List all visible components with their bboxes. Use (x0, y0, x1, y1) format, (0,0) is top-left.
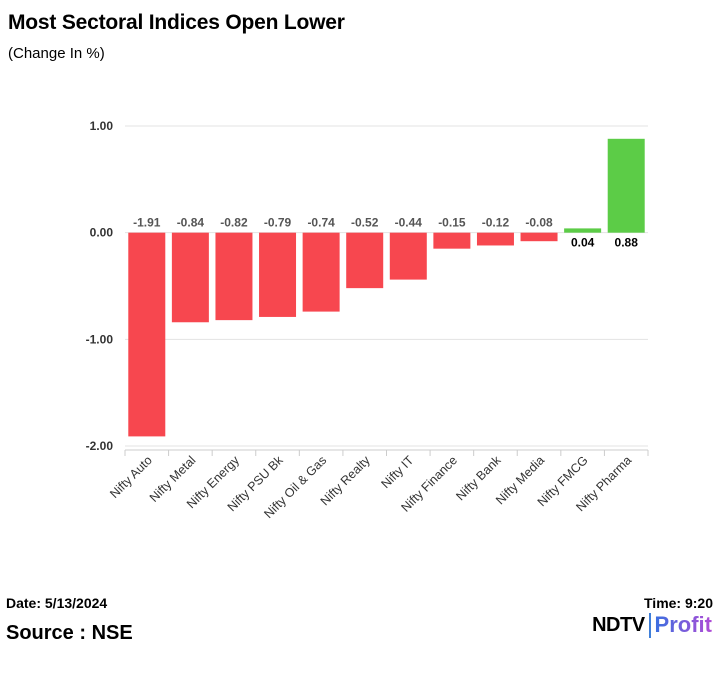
y-tick-label: 1.00 (90, 119, 114, 133)
data-label: 0.88 (615, 236, 639, 250)
time-label: Time: 9:20 (644, 595, 713, 611)
data-label: -0.82 (220, 216, 248, 230)
data-label: -1.91 (133, 216, 161, 230)
data-label: -0.44 (395, 216, 423, 230)
y-tick-label: -2.00 (86, 439, 114, 453)
data-label: 0.04 (571, 236, 595, 250)
source-label: Source : NSE (6, 622, 133, 644)
ndtv-profit-logo: NDTV Profit (592, 612, 712, 638)
bar (433, 232, 471, 249)
chart-title: Most Sectoral Indices Open Lower (8, 11, 345, 34)
bar (564, 228, 602, 233)
data-label: -0.79 (264, 216, 292, 230)
logo-profit-text: Profit (654, 612, 712, 637)
y-tick-label: -1.00 (86, 332, 114, 346)
date-label: Date: 5/13/2024 (6, 595, 108, 611)
bar (171, 232, 209, 323)
bar (215, 232, 253, 321)
bar (259, 232, 297, 317)
logo-ndtv-text: NDTV (592, 613, 645, 636)
data-label: -0.84 (177, 216, 205, 230)
bar (520, 232, 558, 242)
data-label: -0.12 (482, 216, 510, 230)
x-tick-label: Nifty IT (379, 453, 417, 491)
bar (476, 232, 514, 246)
data-label: -0.08 (525, 216, 553, 230)
bar (607, 138, 645, 233)
bar (346, 232, 384, 289)
bar (389, 232, 427, 280)
data-label: -0.15 (438, 216, 466, 230)
y-tick-label: 0.00 (90, 226, 114, 240)
bar (302, 232, 340, 312)
data-label: -0.74 (307, 216, 335, 230)
data-label: -0.52 (351, 216, 379, 230)
chart-subtitle: (Change In %) (8, 45, 105, 62)
logo-divider (648, 612, 651, 638)
bar (128, 232, 166, 437)
